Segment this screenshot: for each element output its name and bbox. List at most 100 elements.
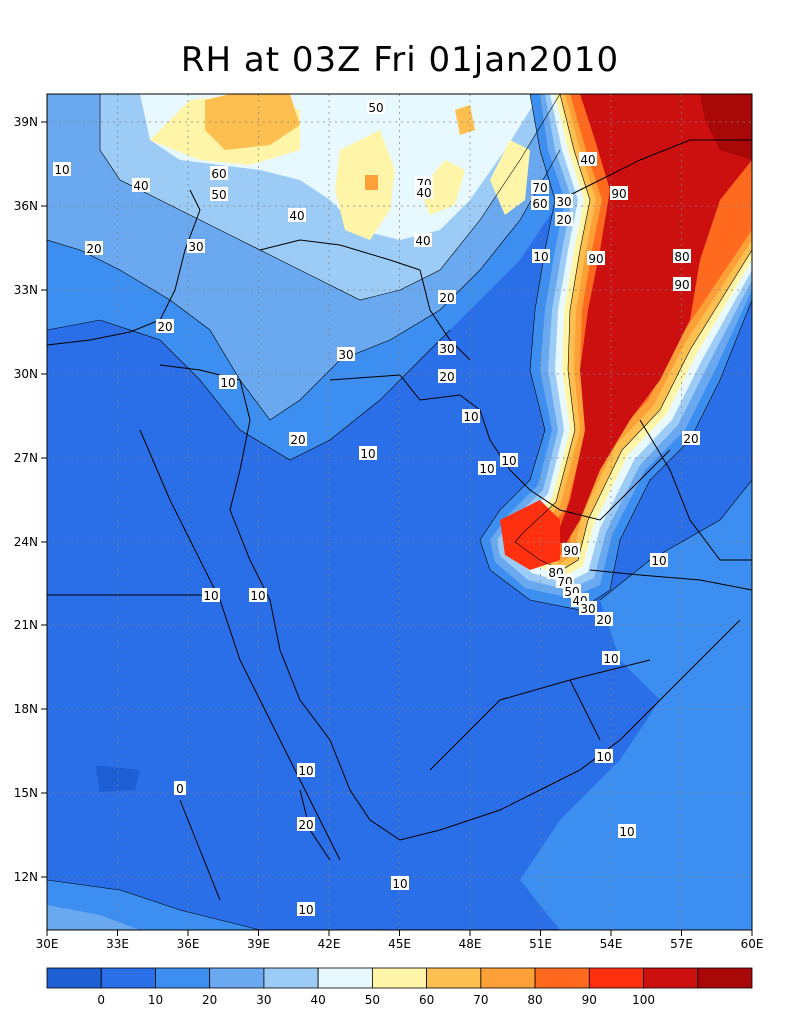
- svg-text:90: 90: [611, 187, 626, 201]
- contour-label: 10: [532, 249, 550, 264]
- svg-text:0: 0: [176, 782, 184, 796]
- lat-tick-label: 24N: [14, 535, 38, 549]
- contour-label: 20: [595, 612, 613, 627]
- contour-label: 20: [289, 432, 307, 447]
- contour-label: 90: [610, 186, 628, 201]
- lat-tick-label: 39N: [14, 115, 38, 129]
- colorbar-swatch: [643, 967, 699, 989]
- svg-text:20: 20: [439, 291, 454, 305]
- contour-label: 50: [367, 100, 385, 115]
- colorbar-swatch: [371, 967, 428, 989]
- svg-text:30: 30: [338, 348, 353, 362]
- svg-text:20: 20: [556, 213, 571, 227]
- svg-text:40: 40: [133, 179, 148, 193]
- contour-label: 20: [682, 431, 700, 446]
- axis-ticks: [41, 121, 753, 936]
- svg-text:20: 20: [439, 370, 454, 384]
- colorbar-swatch: [317, 967, 373, 989]
- contour-label: 30: [337, 347, 355, 362]
- contour-label: 10: [462, 409, 480, 424]
- rh-80-small: [365, 175, 378, 190]
- svg-text:40: 40: [289, 209, 304, 223]
- map-title: RH at 03Z Fri 01jan2010: [180, 40, 620, 80]
- svg-text:50: 50: [368, 101, 383, 115]
- lat-tick-label: 27N: [14, 451, 38, 465]
- contour-label: 10: [219, 375, 237, 390]
- lon-tick-label: 42E: [318, 937, 341, 951]
- grid-lines: [47, 94, 752, 930]
- svg-text:10: 10: [298, 764, 313, 778]
- svg-text:10: 10: [220, 376, 235, 390]
- svg-text:10: 10: [501, 454, 516, 468]
- svg-text:10: 10: [54, 163, 69, 177]
- contour-label: 40: [579, 152, 597, 167]
- svg-text:10: 10: [533, 250, 548, 264]
- svg-text:60: 60: [211, 167, 226, 181]
- svg-text:20: 20: [683, 432, 698, 446]
- contour-label: 20: [438, 369, 456, 384]
- lon-tick-label: 36E: [177, 937, 200, 951]
- contour-label: 30: [187, 239, 205, 254]
- lon-tick-label: 39E: [247, 937, 270, 951]
- colorbar-swatch: [480, 967, 536, 989]
- contour-label: 10: [478, 461, 496, 476]
- contour-label: 30: [555, 194, 573, 209]
- contour-label: 80: [673, 249, 691, 264]
- svg-text:10: 10: [392, 877, 407, 891]
- colorbar-swatch: [426, 967, 482, 989]
- svg-text:30: 30: [556, 195, 571, 209]
- colorbar-label: 70: [473, 993, 488, 1007]
- colorbar-label: 90: [582, 993, 597, 1007]
- contour-label: 40: [132, 178, 150, 193]
- colorbar-label: 100: [632, 993, 655, 1007]
- contour-label: 60: [210, 166, 228, 181]
- rh-gulf-core: [500, 500, 560, 570]
- svg-text:90: 90: [674, 278, 689, 292]
- svg-text:10: 10: [596, 750, 611, 764]
- contour-label: 30: [579, 601, 597, 616]
- contour-labels: 10 40 60 50 40 50 70 40 40 60 70 30 20 9…: [53, 100, 700, 917]
- svg-text:30: 30: [188, 240, 203, 254]
- svg-text:20: 20: [290, 433, 305, 447]
- contour-label: 10: [249, 588, 267, 603]
- colorbar-labels: 0 10 20 30 40 50 60 70 80 90 100: [97, 993, 655, 1007]
- colorbar-swatch: [46, 967, 102, 989]
- rh-60-patch-ne: [490, 140, 530, 215]
- contour-label: 10: [500, 453, 518, 468]
- svg-text:10: 10: [603, 652, 618, 666]
- contour-label: 90: [587, 251, 605, 266]
- svg-text:20: 20: [157, 320, 172, 334]
- svg-text:40: 40: [580, 153, 595, 167]
- colorbar-swatch: [588, 967, 644, 989]
- lon-tick-label: 33E: [106, 937, 129, 951]
- lon-tick-label: 57E: [670, 937, 693, 951]
- svg-text:40: 40: [415, 234, 430, 248]
- contour-label: 40: [414, 233, 432, 248]
- lon-tick-label: 54E: [600, 937, 623, 951]
- contour-label: 20: [297, 817, 315, 832]
- contour-label: 10: [53, 162, 71, 177]
- lat-tick-label: 15N: [14, 786, 38, 800]
- svg-text:30: 30: [439, 342, 454, 356]
- contour-label: 40: [288, 208, 306, 223]
- contour-label: 10: [618, 824, 636, 839]
- colorbar-label: 80: [527, 993, 542, 1007]
- lon-tick-label: 30E: [36, 937, 59, 951]
- colorbar-label: 50: [365, 993, 380, 1007]
- svg-text:10: 10: [463, 410, 478, 424]
- contour-label: 10: [202, 588, 220, 603]
- svg-text:30: 30: [580, 602, 595, 616]
- colorbar-swatch: [209, 967, 265, 989]
- colorbar-swatch: [263, 967, 319, 989]
- svg-text:50: 50: [211, 188, 226, 202]
- lon-tick-label: 45E: [388, 937, 411, 951]
- contour-label: 20: [85, 241, 103, 256]
- colorbar-label: 0: [97, 993, 105, 1007]
- colorbar-label: 30: [256, 993, 271, 1007]
- rh-60-patch-e: [420, 160, 465, 215]
- svg-text:10: 10: [360, 447, 375, 461]
- colorbar-label: 10: [148, 993, 163, 1007]
- rh-field: [47, 94, 752, 930]
- rh-max-core: [700, 94, 752, 160]
- lon-tick-label: 51E: [529, 937, 552, 951]
